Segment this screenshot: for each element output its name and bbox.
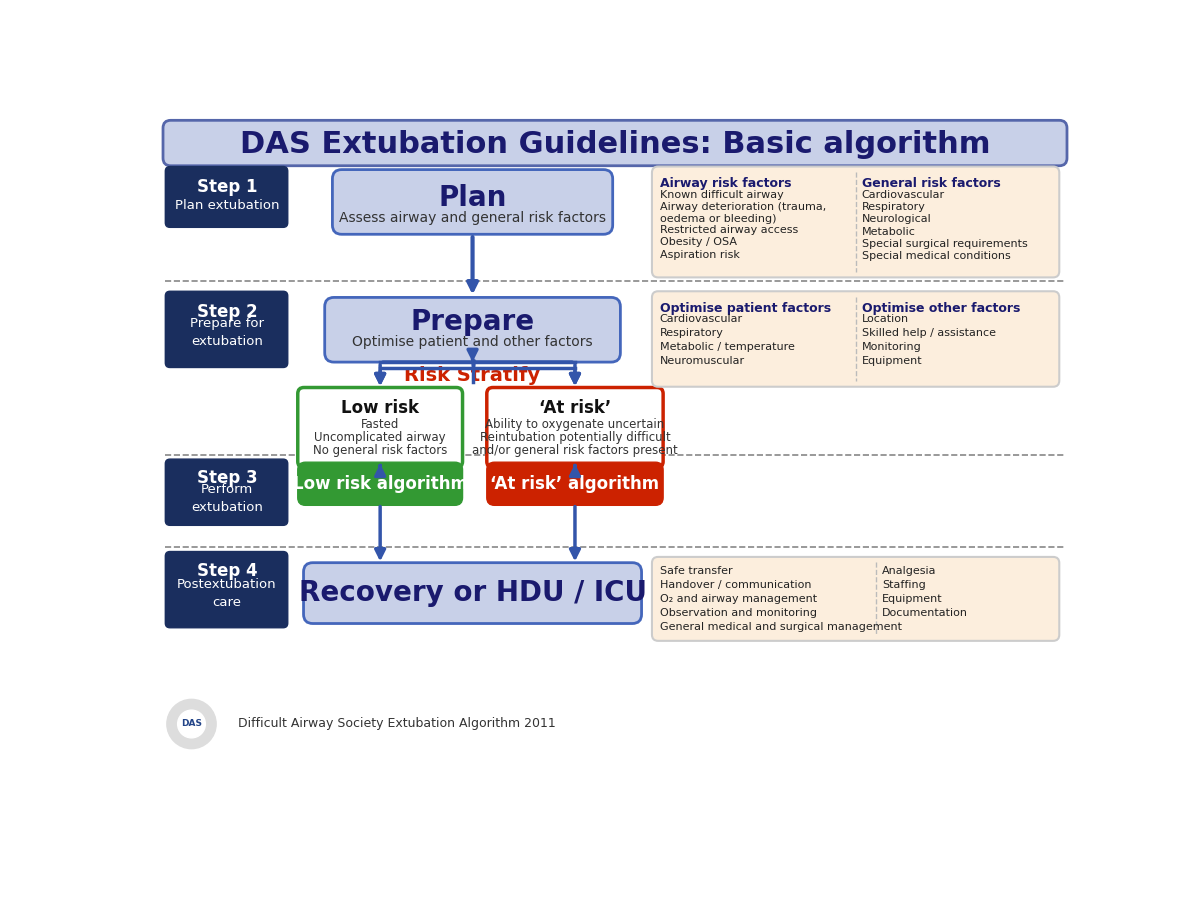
Text: Optimise patient and other factors: Optimise patient and other factors	[353, 335, 593, 349]
FancyBboxPatch shape	[163, 121, 1067, 166]
Text: ‘At risk’ algorithm: ‘At risk’ algorithm	[491, 475, 660, 493]
Text: and/or general risk factors present: and/or general risk factors present	[472, 445, 678, 457]
Text: Low risk algorithm: Low risk algorithm	[293, 475, 468, 493]
FancyBboxPatch shape	[332, 169, 613, 234]
Text: Prepare: Prepare	[410, 308, 535, 336]
Text: Respiratory: Respiratory	[862, 202, 925, 211]
Text: Analgesia: Analgesia	[882, 566, 936, 576]
Circle shape	[167, 699, 216, 749]
Text: General medical and surgical management: General medical and surgical management	[660, 622, 901, 632]
Text: Special surgical requirements: Special surgical requirements	[862, 238, 1027, 249]
Text: Recovery or HDU / ICU: Recovery or HDU / ICU	[299, 579, 647, 608]
FancyBboxPatch shape	[166, 292, 288, 367]
Text: Observation and monitoring: Observation and monitoring	[660, 608, 817, 617]
Text: Ability to oxygenate uncertain: Ability to oxygenate uncertain	[485, 418, 665, 431]
Text: Perform
extubation: Perform extubation	[191, 483, 263, 514]
Text: Equipment: Equipment	[882, 594, 943, 604]
Text: Neurological: Neurological	[862, 214, 931, 224]
Text: Difficult Airway Society Extubation Algorithm 2011: Difficult Airway Society Extubation Algo…	[238, 717, 556, 731]
Text: Postextubation
care: Postextubation care	[178, 578, 277, 608]
Text: Location: Location	[862, 314, 908, 324]
FancyBboxPatch shape	[325, 297, 620, 362]
FancyBboxPatch shape	[487, 463, 664, 505]
Text: Skilled help / assistance: Skilled help / assistance	[862, 328, 996, 338]
FancyBboxPatch shape	[652, 292, 1060, 387]
Text: No general risk factors: No general risk factors	[313, 445, 448, 457]
FancyBboxPatch shape	[166, 459, 288, 526]
Text: Respiratory: Respiratory	[660, 328, 724, 338]
Text: Cardiovascular: Cardiovascular	[660, 314, 743, 324]
Text: Plan extubation: Plan extubation	[175, 199, 280, 212]
Text: Reintubation potentially difficult: Reintubation potentially difficult	[480, 431, 671, 444]
FancyBboxPatch shape	[487, 388, 664, 468]
Text: Safe transfer: Safe transfer	[660, 566, 732, 576]
Text: Aspiration risk: Aspiration risk	[660, 249, 739, 260]
Text: Airway deterioration (trauma,
oedema or bleeding): Airway deterioration (trauma, oedema or …	[660, 202, 826, 223]
Text: Low risk: Low risk	[341, 400, 419, 418]
Text: DAS Extubation Guidelines: Basic algorithm: DAS Extubation Guidelines: Basic algorit…	[240, 130, 990, 158]
Text: Uncomplicated airway: Uncomplicated airway	[314, 431, 446, 444]
Text: Prepare for
extubation: Prepare for extubation	[190, 317, 264, 347]
FancyBboxPatch shape	[652, 557, 1060, 641]
Text: Assess airway and general risk factors: Assess airway and general risk factors	[340, 212, 606, 225]
FancyBboxPatch shape	[652, 166, 1060, 277]
FancyBboxPatch shape	[166, 552, 288, 628]
Text: Neuromuscular: Neuromuscular	[660, 356, 745, 366]
Text: Optimise other factors: Optimise other factors	[862, 302, 1020, 315]
Text: Optimise patient factors: Optimise patient factors	[660, 302, 830, 315]
Text: Cardiovascular: Cardiovascular	[862, 190, 944, 200]
Text: General risk factors: General risk factors	[862, 177, 1001, 190]
FancyBboxPatch shape	[304, 562, 642, 624]
Text: O₂ and airway management: O₂ and airway management	[660, 594, 817, 604]
Text: Plan: Plan	[438, 184, 506, 212]
Text: Metabolic / temperature: Metabolic / temperature	[660, 342, 794, 352]
Text: Staffing: Staffing	[882, 580, 925, 590]
Text: Known difficult airway: Known difficult airway	[660, 190, 784, 200]
Text: Restricted airway access: Restricted airway access	[660, 225, 798, 235]
Text: Step 1: Step 1	[197, 178, 257, 196]
FancyBboxPatch shape	[298, 388, 462, 468]
FancyBboxPatch shape	[166, 166, 288, 228]
Text: Risk Stratify: Risk Stratify	[404, 365, 541, 384]
Text: Special medical conditions: Special medical conditions	[862, 251, 1010, 261]
Text: Step 3: Step 3	[197, 470, 257, 488]
Text: Step 2: Step 2	[197, 303, 257, 321]
Text: ‘At risk’: ‘At risk’	[539, 400, 611, 418]
Text: Obesity / OSA: Obesity / OSA	[660, 238, 737, 248]
Text: Documentation: Documentation	[882, 608, 968, 617]
Text: Airway risk factors: Airway risk factors	[660, 177, 791, 190]
Text: Metabolic: Metabolic	[862, 227, 916, 237]
Text: Monitoring: Monitoring	[862, 342, 922, 352]
FancyBboxPatch shape	[298, 463, 462, 505]
Text: Equipment: Equipment	[862, 356, 923, 366]
Text: Handover / communication: Handover / communication	[660, 580, 811, 590]
Text: Fasted: Fasted	[361, 418, 400, 431]
Text: Step 4: Step 4	[197, 562, 257, 580]
Circle shape	[178, 710, 205, 738]
Text: DAS: DAS	[181, 719, 202, 728]
